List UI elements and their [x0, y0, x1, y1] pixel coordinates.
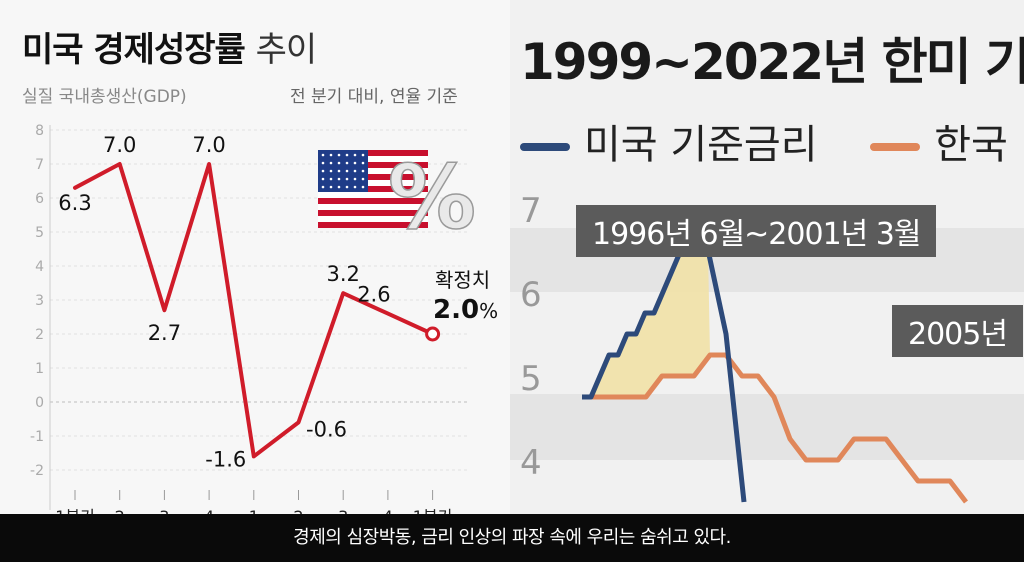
gdp-series — [73, 162, 441, 459]
left-subtitle: 실질 국내총생산(GDP) — [22, 87, 187, 107]
legend-swatch-kr — [870, 143, 921, 151]
y-tick-label: 8 — [35, 123, 44, 139]
title-light: 추이 — [255, 30, 318, 70]
flag-star — [321, 153, 325, 157]
rate-panel: 7 6 5 4 1999~2022년 한미 기 미국 기준금리 한국 1996년 6월… — [510, 0, 1024, 562]
flag-star — [321, 169, 325, 173]
flag-star — [353, 161, 357, 165]
band — [510, 394, 1024, 460]
flag-stripe — [318, 198, 428, 204]
y-tick-label: 4 — [35, 259, 44, 275]
flag-star — [337, 185, 341, 189]
flag-star — [353, 185, 357, 189]
y-tick-label: 5 — [35, 225, 44, 241]
flag-stripe — [318, 162, 428, 168]
data-label: 7.0 — [192, 133, 225, 157]
data-label: -1.6 — [205, 447, 246, 471]
title-bold: 미국 경제성장률 — [22, 30, 246, 70]
flag-star — [361, 161, 365, 165]
flag-stripe — [318, 150, 428, 156]
legend-label-kr: 한국 — [934, 122, 1008, 168]
flag-star — [337, 177, 341, 181]
flag-star — [353, 153, 357, 157]
us-flag-icon — [318, 150, 428, 228]
us-gdp-panel: 미국 경제성장률 추이 실질 국내총생산(GDP) 전 분기 대비, 연율 기준… — [0, 0, 510, 562]
rate-y-tick-label: 6 — [520, 275, 542, 315]
right-chart-title: 1999~2022년 한미 기 — [520, 33, 1024, 91]
flag-star — [353, 169, 357, 173]
us-rate-line — [582, 247, 747, 503]
gap-highlight-area — [582, 250, 710, 397]
kr-rate-line — [582, 352, 968, 504]
left-subtitle-basis: 전 분기 대비, 연율 기준 — [290, 87, 458, 107]
data-label: -0.6 — [306, 417, 347, 441]
flag-star — [345, 161, 349, 165]
flag-star — [361, 169, 365, 173]
confirmed-value: 2.0% — [433, 295, 498, 325]
data-label: 7.0 — [103, 133, 136, 157]
rate-chart: 7 6 5 4 — [510, 191, 1024, 504]
y-tick-label: 1 — [35, 361, 44, 377]
legend-item-kr: 한국 — [870, 112, 1008, 170]
confirmed-value-unit: % — [479, 299, 498, 323]
flag-star — [345, 153, 349, 157]
data-label: 2.6 — [357, 283, 390, 307]
y-tick-label: -1 — [30, 429, 44, 445]
flag-stripe — [318, 210, 428, 216]
legend-label-us: 미국 기준금리 — [584, 122, 818, 168]
data-label: 2.7 — [148, 321, 181, 345]
y-tick-label: -2 — [30, 463, 44, 479]
rate-y-tick-label: 4 — [520, 443, 542, 483]
rate-legend: 미국 기준금리 한국 — [520, 112, 1024, 170]
y-tick-label: 7 — [35, 157, 44, 173]
flag-star — [329, 177, 333, 181]
flag-star — [329, 169, 333, 173]
legend-swatch-us — [520, 143, 570, 151]
rate-y-tick-label: 5 — [520, 359, 542, 399]
rate-series — [582, 247, 968, 504]
flag-star — [361, 153, 365, 157]
flag-star — [329, 161, 333, 165]
left-chart-title: 미국 경제성장률 추이 — [22, 22, 318, 71]
flag-star — [337, 153, 341, 157]
flag-star — [353, 177, 357, 181]
data-label: 6.3 — [58, 191, 91, 215]
flag-star — [329, 153, 333, 157]
y-tick-label: 3 — [35, 293, 44, 309]
flag-star — [361, 185, 365, 189]
gdp-line — [73, 162, 435, 459]
flag-stripe — [318, 174, 428, 180]
y-tick-label: 0 — [35, 395, 44, 411]
flag-star — [345, 169, 349, 173]
gdp-data-labels: 6.3 7.0 2.7 7.0 -1.6 -0.6 3.22.6 — [58, 133, 390, 471]
flag-star — [329, 185, 333, 189]
percent-symbol-icon: % — [388, 146, 476, 249]
legend-item-us: 미국 기준금리 — [520, 112, 818, 170]
last-point-marker — [425, 326, 441, 342]
flag-star — [345, 185, 349, 189]
confirmed-label: 확정치 — [435, 268, 490, 292]
data-label: 3.2 — [326, 262, 359, 286]
confirmed-value-number: 2.0 — [433, 295, 479, 325]
flag-star — [337, 169, 341, 173]
rate-y-tick-label: 7 — [520, 191, 542, 231]
flag-star — [321, 177, 325, 181]
y-tick-label: 6 — [35, 191, 44, 207]
flag-stripe — [318, 186, 428, 192]
video-caption: 경제의 심장박동, 금리 인상의 파장 속에 우리는 숨쉬고 있다. — [0, 514, 1024, 562]
y-tick-label: 2 — [35, 327, 44, 343]
flag-star — [321, 161, 325, 165]
rate-y-ticks: 7 6 5 4 — [520, 191, 542, 483]
flag-star — [337, 161, 341, 165]
gdp-y-ticks: 8 7 6 5 4 3 2 1 0 -1 -2 — [30, 123, 44, 479]
flag-star — [321, 185, 325, 189]
flag-star — [345, 177, 349, 181]
period-label-2: 2005년 — [892, 305, 1023, 357]
flag-stripe — [318, 222, 428, 228]
period-label-1: 1996년 6월~2001년 3월 — [576, 205, 937, 257]
flag-star — [361, 177, 365, 181]
